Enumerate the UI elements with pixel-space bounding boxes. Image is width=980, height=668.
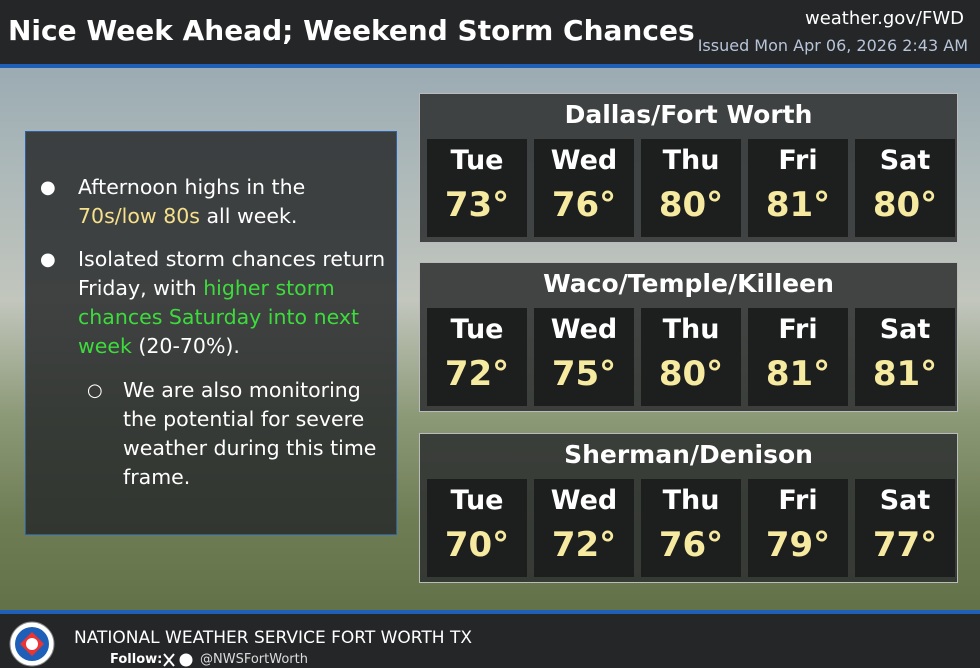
day-cell: Wed 72° (534, 479, 634, 577)
day-name: Tue (450, 314, 504, 345)
high-temp: 80° (658, 185, 724, 225)
bullet-marker: ● (40, 249, 56, 270)
footer: NATIONAL WEATHER SERVICE FORT WORTH TX F… (0, 610, 980, 668)
high-temp: 76° (658, 525, 724, 565)
day-name: Thu (662, 485, 720, 516)
nws-logo (9, 621, 55, 667)
text-segment: Isolated storm chances return Friday, wi… (78, 247, 386, 300)
location-title: Dallas/Fort Worth (564, 100, 813, 129)
location-title: Waco/Temple/Killeen (543, 269, 834, 298)
day-cell: Wed 75° (534, 308, 634, 406)
day-cell: Sat 81° (855, 308, 955, 406)
high-temp: 72° (551, 525, 617, 565)
day-cell: Fri 79° (748, 479, 848, 577)
text-segment: Afternoon highs in the (78, 175, 306, 199)
day-cell: Thu 76° (641, 479, 741, 577)
day-cell: Thu 80° (641, 308, 741, 406)
forecast-panel: Sherman/Denison Tue 70° Wed 72° Thu 76° Fri 79° S… (419, 433, 958, 583)
header: Nice Week Ahead; Weekend Storm Chances w… (0, 0, 980, 68)
day-cell: Wed 76° (534, 139, 634, 237)
high-temp: 76° (551, 185, 617, 225)
text-segment: (20-70%). (131, 334, 240, 358)
high-temp: 73° (444, 185, 510, 225)
day-name: Sat (879, 485, 931, 516)
day-name: Tue (450, 145, 504, 176)
forecast-panel: Dallas/Fort Worth Tue 73° Wed 76° Thu 80° Fri 81… (419, 93, 958, 243)
day-cell: Tue 73° (427, 139, 527, 237)
day-name: Thu (662, 145, 720, 176)
high-temp: 77° (872, 525, 938, 565)
high-temp: 80° (872, 185, 938, 225)
high-temp: 80° (658, 354, 724, 394)
day-name: Sat (879, 314, 931, 345)
title: Nice Week Ahead; Weekend Storm Chances (8, 14, 695, 47)
summary-box: ● Afternoon highs in the 70s/low 80s all … (25, 131, 397, 535)
high-temp: 81° (765, 354, 831, 394)
bullet-marker: ○ (87, 380, 103, 401)
high-temp: 70° (444, 525, 510, 565)
day-cell: Fri 81° (748, 308, 848, 406)
location-title: Sherman/Denison (564, 440, 813, 469)
bullet-text: Isolated storm chances return Friday, wi… (78, 245, 386, 361)
bullet-text: We are also monitoring the potential for… (123, 376, 386, 492)
day-name: Fri (778, 485, 818, 516)
follow-label: Follow: (110, 652, 163, 667)
day-cell: Tue 70° (427, 479, 527, 577)
day-cell: Tue 72° (427, 308, 527, 406)
day-name: Wed (550, 314, 618, 345)
bullet-text: Afternoon highs in the 70s/low 80s all w… (78, 173, 386, 231)
day-name: Sat (879, 145, 931, 176)
day-name: Fri (778, 314, 818, 345)
day-cell: Sat 80° (855, 139, 955, 237)
text-segment: all week. (199, 204, 298, 228)
issued: Issued Mon Apr 06, 2026 2:43 AM (697, 36, 968, 55)
social-handle[interactable]: @NWSFortWorth (200, 652, 308, 667)
day-cell: Thu 80° (641, 139, 741, 237)
agency: NATIONAL WEATHER SERVICE FORT WORTH TX (74, 628, 472, 648)
day-name: Tue (450, 485, 504, 516)
site[interactable]: weather.gov/FWD (804, 8, 964, 29)
text-segment: higher storm chances Saturday into next … (78, 276, 359, 358)
day-name: Wed (550, 485, 618, 516)
day-name: Wed (550, 145, 618, 176)
text-segment: We are also monitoring the potential for… (123, 378, 377, 489)
day-cell: Sat 77° (855, 479, 955, 577)
text-segment: 70s/low 80s (78, 204, 200, 228)
high-temp: 79° (765, 525, 831, 565)
day-cell: Fri 81° (748, 139, 848, 237)
social-icons (163, 653, 193, 667)
high-temp: 75° (551, 354, 617, 394)
bullet-marker: ● (40, 177, 56, 198)
forecast-panel: Waco/Temple/Killeen Tue 72° Wed 75° Thu 80° Fri… (419, 262, 958, 412)
high-temp: 72° (444, 354, 510, 394)
day-name: Fri (778, 145, 818, 176)
day-name: Thu (662, 314, 720, 345)
high-temp: 81° (872, 354, 938, 394)
high-temp: 81° (765, 185, 831, 225)
